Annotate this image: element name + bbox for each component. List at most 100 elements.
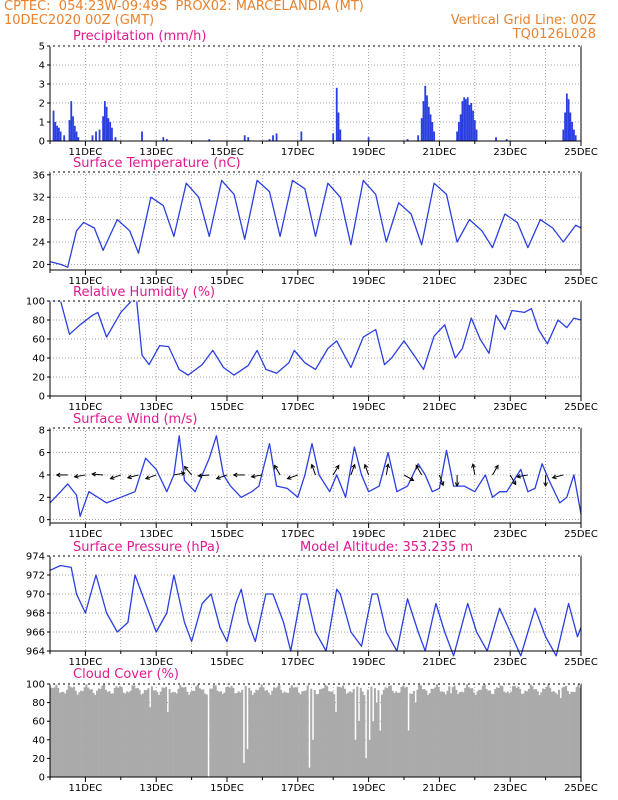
- cloud-bar: [384, 687, 387, 777]
- header-model-id: TQ0126L028: [512, 27, 596, 42]
- cloud-bar: [336, 686, 339, 777]
- cloud-bar: [69, 686, 72, 777]
- cloud-bar: [71, 687, 74, 777]
- cloud-bar: [276, 686, 279, 777]
- precip-bar: [466, 97, 469, 141]
- x-tick-label: 15DEC: [210, 783, 244, 794]
- cloud-bar: [81, 691, 84, 777]
- wind-arrow-head: [335, 464, 340, 470]
- cloud-bar: [543, 688, 546, 777]
- cloud-bar: [510, 691, 513, 777]
- wind-arrow-head: [415, 464, 420, 470]
- cloud-bar: [372, 721, 375, 777]
- cloud-bar: [340, 687, 343, 777]
- cloud-bar: [161, 687, 164, 777]
- wind-arrow-head: [286, 475, 292, 480]
- cloud-bar: [223, 692, 226, 777]
- panel-temp: 20 24 28 32 36 11DEC 13DEC 15DEC 17DEC 19DEC 21DEC…: [32, 156, 598, 287]
- y-tick-label: 966: [26, 628, 45, 639]
- y-tick-label: 80: [32, 698, 45, 709]
- precip-bar: [367, 137, 370, 141]
- y-tick-label: 20: [32, 373, 45, 384]
- cloud-bar: [303, 691, 306, 777]
- cloud-bar: [101, 685, 104, 777]
- cloud-bar: [448, 686, 451, 777]
- cloud-bar: [119, 686, 122, 777]
- cloud-bar: [375, 702, 378, 777]
- cloud-bar: [425, 690, 428, 777]
- cloud-bar: [269, 694, 272, 777]
- cloud-bar: [471, 688, 474, 777]
- cloud-bar: [349, 691, 352, 777]
- wind-arrow: [551, 474, 564, 480]
- precip-bar: [77, 137, 80, 141]
- precip-bar: [562, 129, 565, 141]
- wind-arrow-shaft: [311, 464, 316, 476]
- cloud-bar: [331, 691, 334, 777]
- cloud-bar: [579, 687, 582, 777]
- cloud-bar: [520, 694, 523, 777]
- cloud-bar: [64, 693, 67, 777]
- wind-arrow: [91, 471, 104, 477]
- x-tick-label: 19DEC: [352, 276, 386, 287]
- cloud-bar: [136, 687, 139, 777]
- cloud-bar: [193, 690, 196, 777]
- precip-bar: [417, 135, 420, 141]
- cloud-bar: [412, 690, 415, 777]
- cloud-bar: [347, 692, 350, 777]
- cloud-bar: [497, 688, 500, 777]
- precip-bar: [111, 127, 113, 141]
- precip-bar: [91, 135, 94, 141]
- cloud-bar: [115, 686, 118, 777]
- wind-arrow-head: [91, 471, 97, 477]
- wind-arrow-head: [439, 481, 445, 487]
- wind-arrow-head: [126, 474, 132, 480]
- x-tick-label: 17DEC: [281, 657, 315, 668]
- y-tick-label: 3: [39, 80, 45, 91]
- cloud-bar: [428, 693, 431, 777]
- cloud-bar: [487, 690, 490, 777]
- wind-arrow: [350, 463, 356, 476]
- cloud-bar: [529, 684, 532, 777]
- wind-arrow-shaft: [364, 464, 370, 476]
- wind-arrow-shaft: [415, 465, 423, 476]
- cloud-bar: [352, 688, 355, 777]
- cloud-bar: [379, 730, 382, 777]
- cloud-bar: [212, 685, 215, 777]
- cloud-bar: [538, 695, 541, 777]
- cloud-bar: [416, 689, 419, 777]
- x-tick-label: 13DEC: [139, 147, 173, 158]
- precip-bar: [268, 139, 271, 141]
- cloud-bar: [255, 689, 258, 777]
- wind-arrow: [403, 474, 415, 481]
- cloud-bar: [142, 693, 145, 777]
- cloud-bar: [350, 692, 353, 777]
- cloud-bar: [481, 685, 484, 777]
- wind-arrow-head: [512, 480, 517, 486]
- cloud-bar: [434, 687, 437, 777]
- panel-frame: [49, 555, 582, 652]
- cloud-bar: [435, 684, 438, 777]
- x-tick-label: 17DEC: [281, 147, 315, 158]
- wind-arrow-shaft: [274, 465, 281, 476]
- wind-arrow: [144, 474, 157, 480]
- cloud-bar: [60, 692, 63, 777]
- precip-bar: [459, 114, 462, 141]
- cloud-bar: [343, 688, 346, 777]
- x-tick-label: 13DEC: [139, 402, 173, 413]
- wind-arrow-shaft: [516, 474, 528, 478]
- cloud-bar: [248, 687, 251, 777]
- x-tick-label: 19DEC: [352, 783, 386, 794]
- cloud-bar: [561, 687, 564, 777]
- cloud-bar: [124, 693, 127, 777]
- x-tick-label: 11DEC: [69, 657, 103, 668]
- wind-arrow-shaft: [74, 474, 86, 478]
- cloud-bar: [404, 687, 407, 777]
- precip-bar: [300, 131, 303, 141]
- wind-arrow: [471, 463, 476, 476]
- wind-arrow-head: [310, 463, 316, 469]
- cloud-bar: [494, 688, 497, 777]
- cloud-bar: [175, 693, 178, 777]
- cloud-bar: [310, 688, 313, 777]
- cloud-bar: [138, 689, 141, 777]
